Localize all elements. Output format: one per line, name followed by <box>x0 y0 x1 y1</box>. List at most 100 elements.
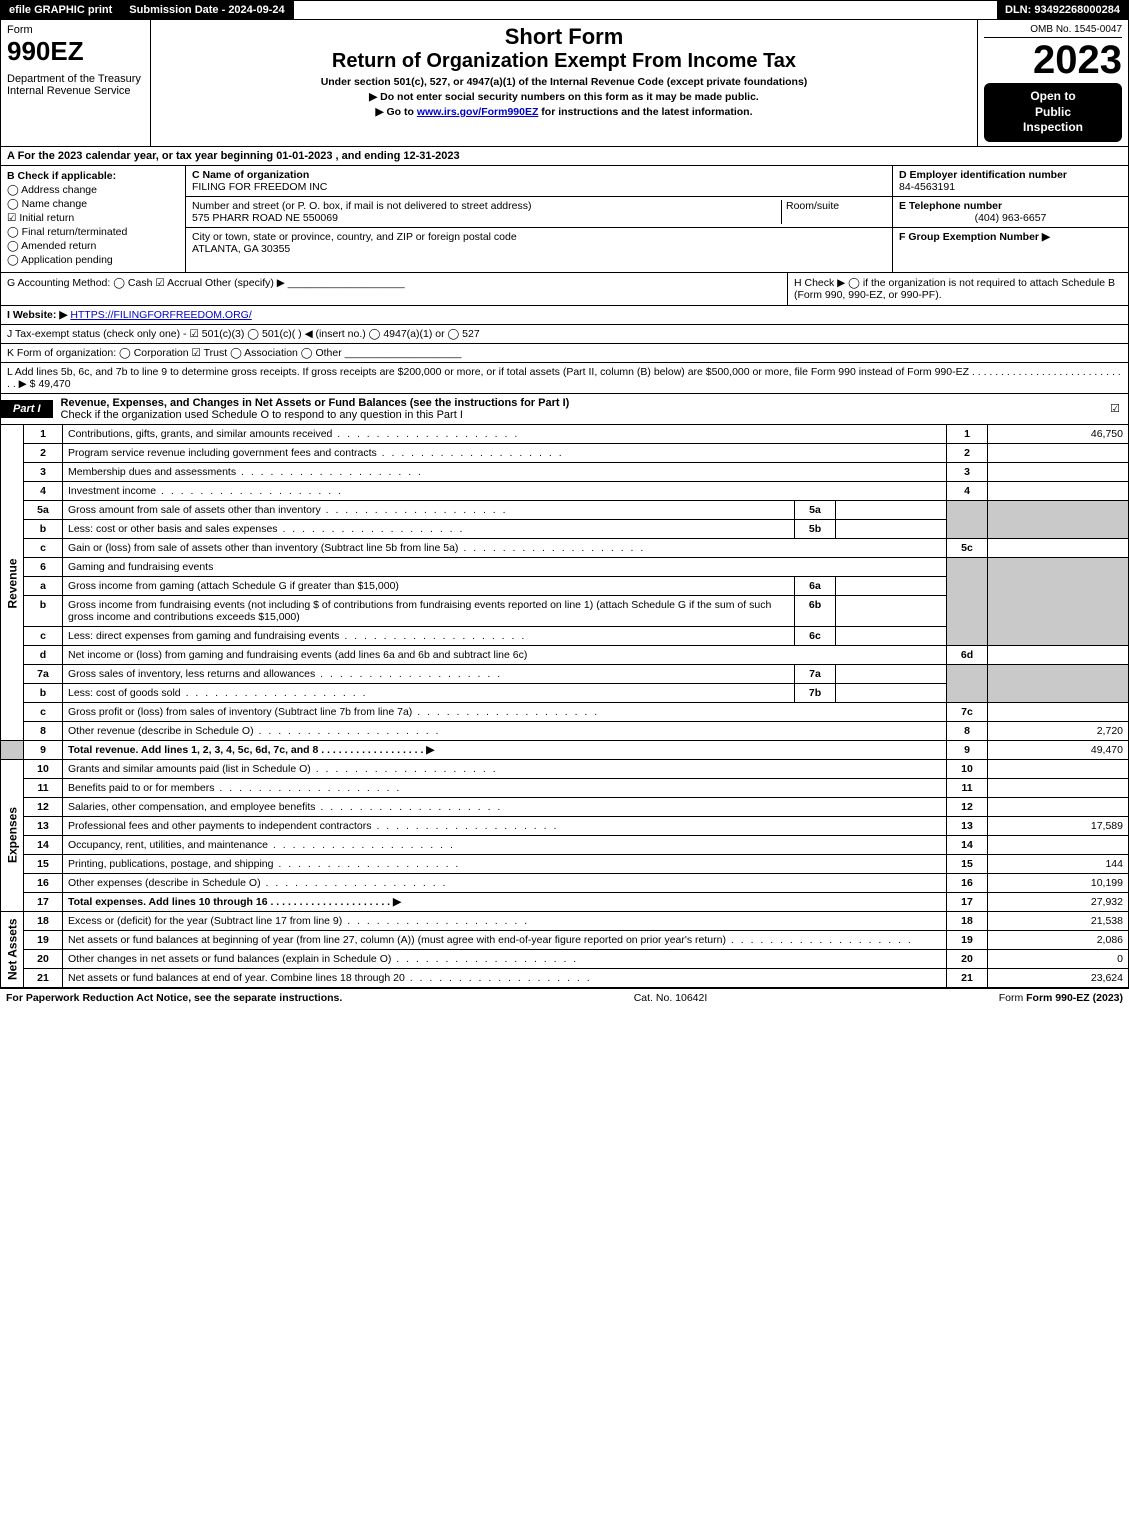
l9-spacer <box>1 740 24 759</box>
l5c-desc: Gain or (loss) from sale of assets other… <box>63 538 947 557</box>
l6-grey <box>947 557 988 645</box>
row-k-org-form: K Form of organization: ◯ Corporation ☑ … <box>0 344 1129 363</box>
row-j-tax-exempt: J Tax-exempt status (check only one) - ☑… <box>0 325 1129 344</box>
l11-desc: Benefits paid to or for members <box>63 778 947 797</box>
check-label-3: Final return/terminated <box>22 226 128 238</box>
telephone: (404) 963-6657 <box>899 212 1122 224</box>
l20-rnum: 20 <box>947 949 988 968</box>
e-tel-label: E Telephone number <box>899 200 1002 212</box>
l6a-subval <box>836 576 947 595</box>
l6c-desc: Less: direct expenses from gaming and fu… <box>63 626 795 645</box>
part1-subtitle: Check if the organization used Schedule … <box>61 409 463 421</box>
check-b-column: B Check if applicable: ◯ Address change … <box>1 166 186 272</box>
irs-link[interactable]: www.irs.gov/Form990EZ <box>417 106 539 118</box>
l15-desc: Printing, publications, postage, and shi… <box>63 854 947 873</box>
city-label: City or town, state or province, country… <box>192 231 517 243</box>
l19-desc: Net assets or fund balances at beginning… <box>63 930 947 949</box>
sub3-suffix: for instructions and the latest informat… <box>538 106 752 118</box>
row-a-tax-year: A For the 2023 calendar year, or tax yea… <box>0 147 1129 166</box>
l9-rnum: 9 <box>947 740 988 759</box>
l13-desc: Professional fees and other payments to … <box>63 816 947 835</box>
check-label-5: Application pending <box>21 254 113 266</box>
dln-number: DLN: 93492268000284 <box>997 1 1128 19</box>
l12-rnum: 12 <box>947 797 988 816</box>
l6c-num: c <box>24 626 63 645</box>
c-label: C Name of organization <box>192 169 309 181</box>
l5a-desc: Gross amount from sale of assets other t… <box>63 500 795 519</box>
l5b-sub: 5b <box>795 519 836 538</box>
footer-left: For Paperwork Reduction Act Notice, see … <box>6 992 342 1004</box>
l10-rnum: 10 <box>947 759 988 778</box>
l6b-desc: Gross income from fundraising events (no… <box>63 595 795 626</box>
subtitle-3: ▶ Go to www.irs.gov/Form990EZ for instru… <box>157 106 971 118</box>
l13-rval: 17,589 <box>988 816 1129 835</box>
top-bar: efile GRAPHIC print Submission Date - 20… <box>0 0 1129 20</box>
l3-rval <box>988 462 1129 481</box>
check-label-0: Address change <box>21 184 97 196</box>
l5b-subval <box>836 519 947 538</box>
check-label-2: Initial return <box>19 212 74 224</box>
l7c-rval <box>988 702 1129 721</box>
l6b-sub: 6b <box>795 595 836 626</box>
schedule-b-check: H Check ▶ ◯ if the organization is not r… <box>788 273 1128 305</box>
l4-rval <box>988 481 1129 500</box>
l2-num: 2 <box>24 443 63 462</box>
l14-rval <box>988 835 1129 854</box>
l1-num: 1 <box>24 425 63 444</box>
form-header: Form 990EZ Department of the Treasury In… <box>0 20 1129 147</box>
l4-desc: Investment income <box>63 481 947 500</box>
l3-rnum: 3 <box>947 462 988 481</box>
l6a-num: a <box>24 576 63 595</box>
l7c-rnum: 7c <box>947 702 988 721</box>
l6-desc: Gaming and fundraising events <box>63 557 947 576</box>
l16-desc: Other expenses (describe in Schedule O) <box>63 873 947 892</box>
check-amended-return[interactable]: ◯ Amended return <box>7 240 179 252</box>
l6c-sub: 6c <box>795 626 836 645</box>
check-final-return[interactable]: ◯ Final return/terminated <box>7 226 179 238</box>
form-number: 990EZ <box>7 36 144 67</box>
d-label: D Employer identification number <box>899 169 1067 181</box>
open-line1: Open to <box>1030 89 1075 103</box>
check-name-change[interactable]: ◯ Name change <box>7 198 179 210</box>
sub3-prefix: ▶ Go to <box>376 106 417 118</box>
accounting-method: G Accounting Method: ◯ Cash ☑ Accrual Ot… <box>1 273 788 305</box>
room-suite-label: Room/suite <box>781 200 886 224</box>
check-initial-return[interactable]: ☑ Initial return <box>7 212 179 224</box>
l4-num: 4 <box>24 481 63 500</box>
part1-checkbox[interactable]: ☑ <box>1102 399 1128 418</box>
dept-treasury: Department of the Treasury <box>7 73 144 85</box>
l21-rval: 23,624 <box>988 968 1129 987</box>
l7b-sub: 7b <box>795 683 836 702</box>
l9-desc: Total revenue. Add lines 1, 2, 3, 4, 5c,… <box>63 740 947 759</box>
l20-desc: Other changes in net assets or fund bala… <box>63 949 947 968</box>
l4-rnum: 4 <box>947 481 988 500</box>
l21-num: 21 <box>24 968 63 987</box>
l18-num: 18 <box>24 911 63 930</box>
l3-desc: Membership dues and assessments <box>63 462 947 481</box>
l7b-subval <box>836 683 947 702</box>
l5a-subval <box>836 500 947 519</box>
efile-label[interactable]: efile GRAPHIC print <box>1 1 121 19</box>
check-address-change[interactable]: ◯ Address change <box>7 184 179 196</box>
l15-rnum: 15 <box>947 854 988 873</box>
employer-d-column: D Employer identification number 84-4563… <box>893 166 1128 272</box>
l7a-num: 7a <box>24 664 63 683</box>
check-label-1: Name change <box>22 198 87 210</box>
subtitle-2: ▶ Do not enter social security numbers o… <box>157 91 971 103</box>
title-block: Short Form Return of Organization Exempt… <box>151 20 978 146</box>
l15-num: 15 <box>24 854 63 873</box>
website-url[interactable]: HTTPS://FILINGFORFREEDOM.ORG/ <box>70 309 251 321</box>
subtitle-1: Under section 501(c), 527, or 4947(a)(1)… <box>157 76 971 88</box>
form-number-block: Form 990EZ Department of the Treasury In… <box>1 20 151 146</box>
open-line2: Public <box>1035 105 1071 119</box>
org-address: 575 PHARR ROAD NE 550069 <box>192 212 338 224</box>
l5c-num: c <box>24 538 63 557</box>
name-c-column: C Name of organization FILING FOR FREEDO… <box>186 166 893 272</box>
l7a-sub: 7a <box>795 664 836 683</box>
check-application-pending[interactable]: ◯ Application pending <box>7 254 179 266</box>
l12-desc: Salaries, other compensation, and employ… <box>63 797 947 816</box>
part1-title: Revenue, Expenses, and Changes in Net As… <box>53 394 1103 424</box>
l6a-desc: Gross income from gaming (attach Schedul… <box>63 576 795 595</box>
l6b-num: b <box>24 595 63 626</box>
l19-rnum: 19 <box>947 930 988 949</box>
